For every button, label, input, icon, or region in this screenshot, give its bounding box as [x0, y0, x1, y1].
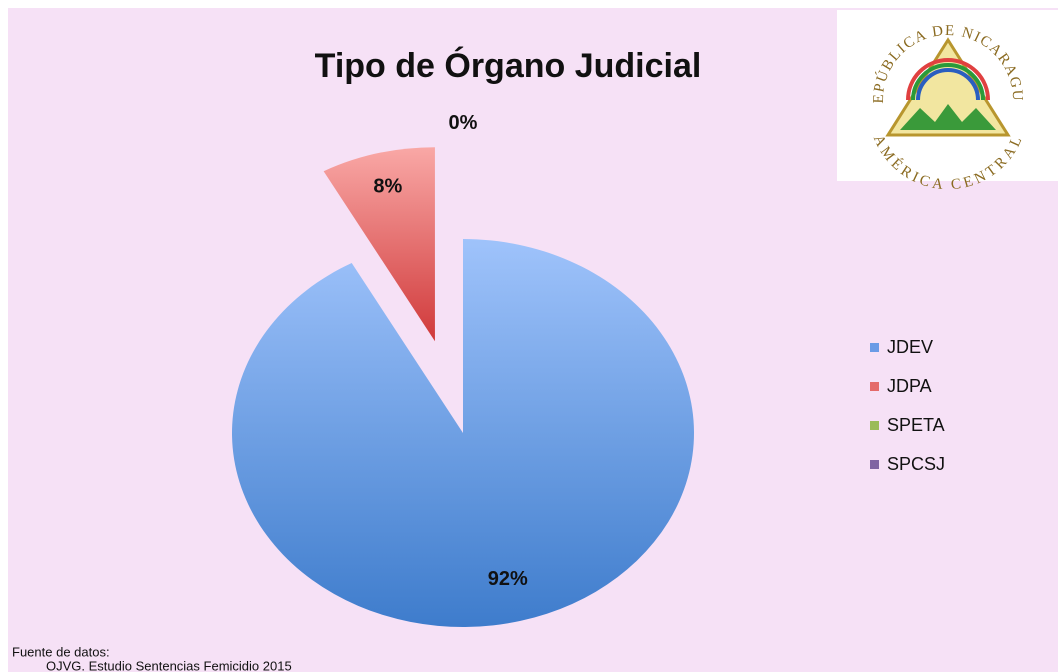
pie-slice [231, 239, 694, 627]
logo-rainbow [911, 63, 985, 101]
legend-label: SPCSJ [887, 454, 945, 474]
data-label: 8% [373, 175, 402, 197]
logo-volcanoes [900, 104, 996, 130]
legend-swatch [870, 421, 879, 430]
legend-swatch [870, 382, 879, 391]
data-label: 0% [449, 112, 478, 134]
legend-swatch [870, 343, 879, 352]
chart-title: Tipo de Órgano Judicial [315, 47, 702, 85]
data-label: 92% [488, 568, 528, 590]
source: OJVG. Estudio Sentencias Femicidio 2015 [46, 658, 292, 672]
legend-label: SPETA [887, 415, 945, 435]
legend-label: JDEV [887, 337, 933, 357]
logo-rainbow [906, 58, 990, 101]
legend-label: JDPA [887, 376, 932, 396]
source-heading: Fuente de datos: [12, 644, 110, 659]
logo-rainbow [916, 68, 980, 101]
pie-slice [323, 147, 435, 342]
legend-swatch [870, 460, 879, 469]
